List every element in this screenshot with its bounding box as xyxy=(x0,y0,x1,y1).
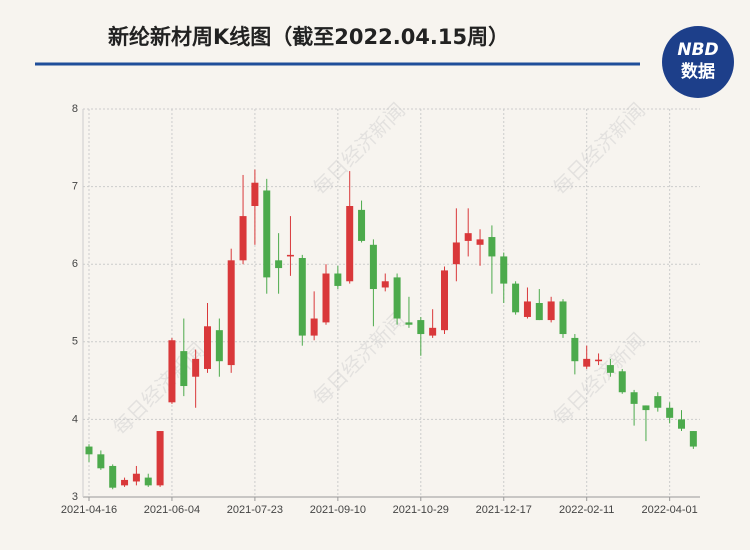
candle-body xyxy=(286,254,294,257)
y-tick-label: 7 xyxy=(72,181,78,193)
candle-body xyxy=(441,270,448,331)
candle-body xyxy=(417,320,425,335)
candle-body xyxy=(156,431,164,486)
candle-body xyxy=(109,465,117,488)
candle-body xyxy=(606,365,614,373)
y-tick-label: 5 xyxy=(72,336,78,348)
candle-body xyxy=(429,327,437,336)
candle-body xyxy=(97,454,105,469)
candle-body xyxy=(381,281,389,288)
x-tick-label: 2021-06-04 xyxy=(144,504,200,516)
candle-body xyxy=(452,242,460,265)
candle-body xyxy=(275,260,283,269)
candle-body xyxy=(85,446,93,455)
y-tick-label: 3 xyxy=(72,491,78,503)
x-tick-label: 2021-12-17 xyxy=(476,504,532,516)
candle-body xyxy=(666,407,674,418)
logo xyxy=(662,26,734,98)
candle-body xyxy=(689,431,697,447)
candle-body xyxy=(500,256,508,284)
candle-body xyxy=(393,277,401,319)
candle-body xyxy=(132,473,140,482)
candle-body xyxy=(263,190,271,278)
candle-body xyxy=(583,358,591,367)
candle-body xyxy=(512,283,520,313)
candle-body xyxy=(642,405,650,411)
candle-body xyxy=(571,337,579,362)
candle-body xyxy=(239,216,247,261)
y-tick-label: 4 xyxy=(72,413,78,425)
candle-body xyxy=(358,209,366,241)
y-tick-label: 6 xyxy=(72,258,78,270)
candle-body xyxy=(654,396,662,408)
candle-body xyxy=(168,340,176,403)
candle-body xyxy=(630,392,638,404)
chart-title: 新纶新材周K线图（截至2022.04.15周） xyxy=(108,25,509,49)
logo-subtext: 数据 xyxy=(681,61,715,82)
x-tick-label: 2022-02-11 xyxy=(559,504,614,516)
candle-body xyxy=(322,273,330,323)
y-tick-label: 8 xyxy=(72,103,78,115)
candle-body xyxy=(215,330,223,362)
candle-body xyxy=(369,244,377,290)
candle-body xyxy=(334,273,342,286)
candle-body xyxy=(476,239,484,245)
candle-body xyxy=(595,359,603,362)
x-tick-label: 2021-07-23 xyxy=(227,504,283,516)
logo-text: NBD xyxy=(677,40,718,60)
candle-body xyxy=(346,206,354,282)
candle-body xyxy=(559,301,567,335)
candle-body xyxy=(618,371,626,393)
x-tick-label: 2022-04-01 xyxy=(642,504,698,516)
candle-body xyxy=(192,358,200,377)
candle-body xyxy=(180,351,188,387)
candle-body xyxy=(298,257,306,336)
candle-body xyxy=(547,301,555,321)
candle-body xyxy=(678,419,685,429)
candle-body xyxy=(535,303,543,321)
candle-body xyxy=(310,318,318,336)
candle-body xyxy=(464,233,472,241)
x-tick-label: 2021-10-29 xyxy=(393,504,449,516)
candle-body xyxy=(144,477,152,486)
x-tick-label: 2021-04-16 xyxy=(61,504,117,516)
x-tick-label: 2021-09-10 xyxy=(310,504,366,516)
candle-body xyxy=(121,479,129,486)
candle-body xyxy=(227,260,235,366)
candle-body xyxy=(204,326,211,369)
candle-body xyxy=(488,237,496,257)
candle-body xyxy=(523,301,531,317)
candle-body xyxy=(405,322,413,325)
candle-body xyxy=(251,182,259,206)
